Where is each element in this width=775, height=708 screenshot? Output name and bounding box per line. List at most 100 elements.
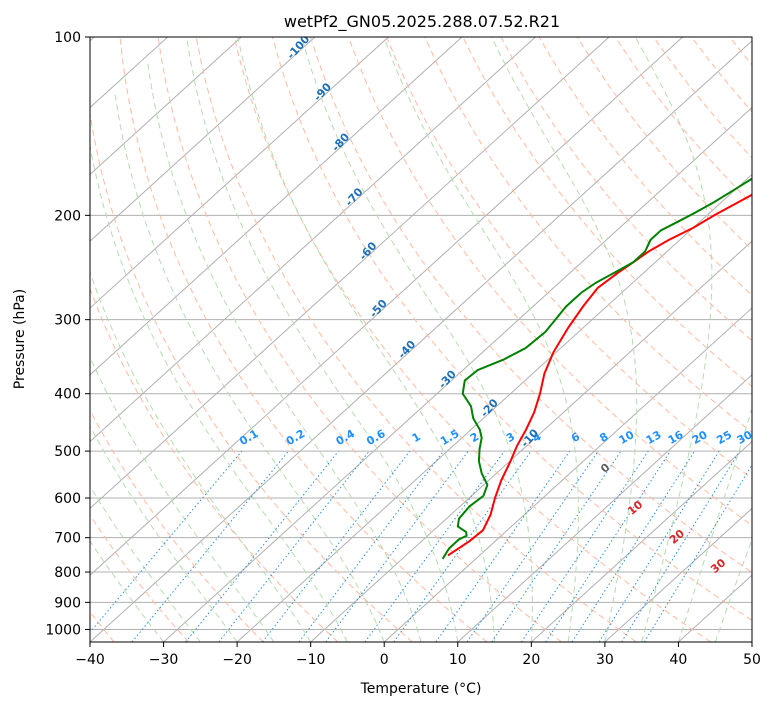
dry-adiabat-label: -80: [329, 130, 352, 154]
y-axis-title: Pressure (hPa): [12, 289, 28, 389]
mixing-ratio-label: 1.5: [438, 427, 461, 448]
moist-adiabat-line: [90, 355, 275, 642]
plot-frame: [89, 36, 753, 643]
isotherm-line: [90, 37, 316, 242]
isotherm-line: [604, 507, 752, 642]
x-tick-label: 30: [596, 652, 614, 668]
dry-adiabat-line: [195, 37, 637, 642]
moist-adiabat-line: [90, 424, 238, 642]
chart-title: wetPf2_GN05.2025.288.07.52.R21: [284, 12, 560, 32]
moist-adiabat-line: [301, 37, 533, 642]
y-tick-label: 600: [54, 491, 81, 507]
dry-adiabat-label: -90: [311, 80, 334, 104]
x-tick-label: −40: [75, 652, 105, 668]
isotherm-line: [678, 574, 752, 642]
moist-adiabat-line: [677, 407, 752, 642]
y-tick-label: 500: [54, 444, 81, 460]
moist-adiabat-label: 0: [598, 461, 612, 476]
moist-adiabat-line: [147, 61, 422, 642]
moist-adiabat-line: [634, 37, 713, 642]
mixing-ratio-label: 36: [755, 428, 775, 447]
series-line-dewpoint: [441, 177, 752, 560]
x-axis-title: Temperature (°C): [360, 681, 482, 697]
x-tick-label: 20: [522, 652, 540, 668]
mixing-ratio-label: 13: [644, 428, 664, 447]
dry-adiabat-label: -40: [395, 338, 418, 362]
mixing-ratio-label: 25: [714, 428, 734, 447]
moist-adiabat-line: [90, 270, 312, 642]
isotherm-line: [90, 37, 536, 443]
moist-adiabat-line: [237, 37, 496, 642]
dry-adiabat-line: [119, 37, 488, 642]
dry-adiabat-line: [310, 37, 752, 574]
y-tick-label: 300: [54, 313, 81, 329]
y-tick-label: 100: [54, 30, 81, 46]
dry-adiabat-line: [691, 37, 752, 113]
isotherm-line: [90, 37, 610, 510]
dry-adiabat-line: [500, 37, 752, 342]
mixing-ratio-line: [262, 450, 411, 642]
mixing-ratio-line: [621, 450, 741, 642]
dry-adiabat-line: [90, 287, 339, 642]
dry-adiabat-line: [233, 37, 712, 642]
isotherm-line: [90, 37, 683, 576]
mixing-ratio-line: [435, 450, 571, 642]
mixing-ratio-line: [598, 450, 720, 642]
profile-series: [441, 177, 752, 560]
moist-adiabat-label: 10: [625, 498, 645, 518]
moist-adiabats: [90, 37, 752, 642]
mixing-ratio-label: 2: [468, 430, 481, 445]
y-tick-label: 1000: [45, 622, 81, 638]
mixing-ratio-line: [571, 450, 695, 642]
mixing-ratio-line: [131, 450, 289, 642]
moist-adiabat-line: [114, 94, 385, 642]
dry-adiabat-line: [538, 37, 752, 296]
x-tick-label: −20: [222, 652, 252, 668]
dry-adiabat-label: -30: [436, 367, 459, 391]
x-tick-label: 0: [380, 652, 389, 668]
dry-adiabat-line: [576, 37, 752, 251]
isotherm-line: [530, 440, 752, 642]
pressure-gridlines: [90, 37, 752, 630]
isotherm-line: [457, 374, 752, 642]
isotherm-line: [163, 106, 752, 642]
mixing-ratio-line: [185, 450, 339, 642]
isotherms: [90, 37, 752, 642]
moist-adiabat-line: [714, 537, 752, 642]
x-tick-label: −30: [149, 652, 179, 668]
y-axis-ticks: 100 200 300 400 500 600 700 800 900 1000: [45, 30, 90, 638]
moist-adiabat-line: [90, 142, 348, 642]
mixing-ratio-label: 16: [666, 428, 686, 447]
isotherm-line: [90, 37, 463, 376]
dry-adiabat-line: [652, 37, 752, 159]
moist-adiabat-line: [90, 485, 201, 642]
isotherm-line: [90, 37, 242, 176]
mixing-ratio-label: 30: [735, 428, 755, 447]
mixing-ratio-line: [364, 450, 505, 642]
dry-adiabat-line: [271, 37, 752, 621]
y-tick-label: 200: [54, 208, 81, 224]
mixing-ratio-label: 8: [597, 430, 610, 445]
dry-adiabat-line: [348, 37, 752, 526]
mixing-ratio-lines: [90, 450, 752, 642]
moist-adiabat-line: [383, 37, 579, 642]
y-tick-label: 700: [54, 531, 81, 547]
x-tick-label: 50: [743, 652, 761, 668]
y-tick-label: 900: [54, 595, 81, 611]
mixing-ratio-line: [466, 450, 599, 642]
mixing-ratio-label: 1: [410, 430, 423, 445]
dry-adiabat-line: [157, 37, 562, 642]
y-tick-label: 800: [54, 565, 81, 581]
mixing-ratio-line: [90, 450, 243, 634]
isotherm-line: [90, 37, 389, 309]
moist-adiabat-line: [186, 37, 459, 642]
moist-adiabat-label: 40: [751, 584, 771, 604]
x-tick-label: 40: [670, 652, 688, 668]
mixing-ratio-label: 0.2: [284, 427, 307, 448]
moist-adiabat-label: 30: [708, 556, 728, 576]
dry-adiabat-line: [90, 110, 413, 642]
dry-adiabat-label: -50: [367, 297, 390, 321]
mixing-ratio-label: 10: [617, 428, 637, 447]
dry-adiabat-line: [768, 37, 775, 642]
mixing-ratio-label: 0.1: [237, 427, 260, 448]
